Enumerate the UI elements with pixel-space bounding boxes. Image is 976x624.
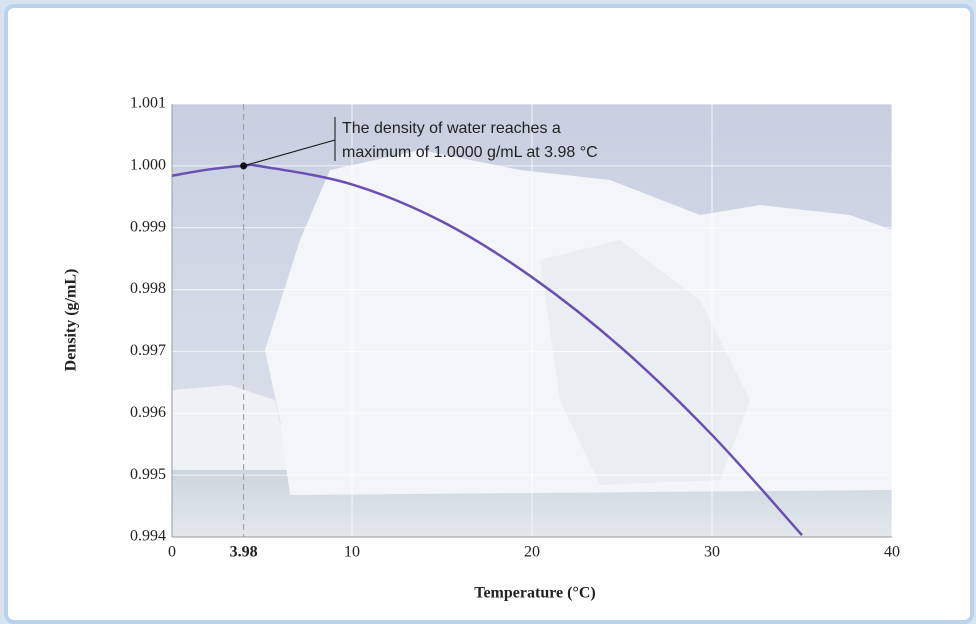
- x-tick-label: 0: [168, 544, 176, 561]
- y-tick-label: 0.997: [130, 342, 166, 359]
- y-tick-label: 0.998: [130, 280, 166, 297]
- density-line: [171, 163, 803, 536]
- x-tick-label: 20: [524, 544, 540, 561]
- x-tick-label: 10: [344, 544, 360, 561]
- y-tick-label: 0.994: [130, 528, 166, 545]
- x-tick-label: 40: [884, 544, 900, 561]
- leader: [243, 139, 336, 167]
- y-tick-label: 1.000: [130, 157, 166, 174]
- annotation: maximum of 1.0000 g/mL at 3.98 °C: [342, 144, 598, 161]
- y-tick-label: 1.001: [130, 95, 166, 112]
- y-axis-label: Density (g/mL): [63, 269, 80, 372]
- y-tick-label: 0.995: [130, 466, 166, 483]
- annotation: The density of water reaches a: [342, 120, 561, 137]
- x-tick-label: 30: [704, 544, 720, 561]
- max-x-label: 3.98: [230, 544, 258, 561]
- x-axis-label: Temperature (°C): [474, 585, 595, 602]
- y-tick-label: 0.999: [130, 218, 166, 235]
- y-tick-label: 0.996: [130, 404, 166, 421]
